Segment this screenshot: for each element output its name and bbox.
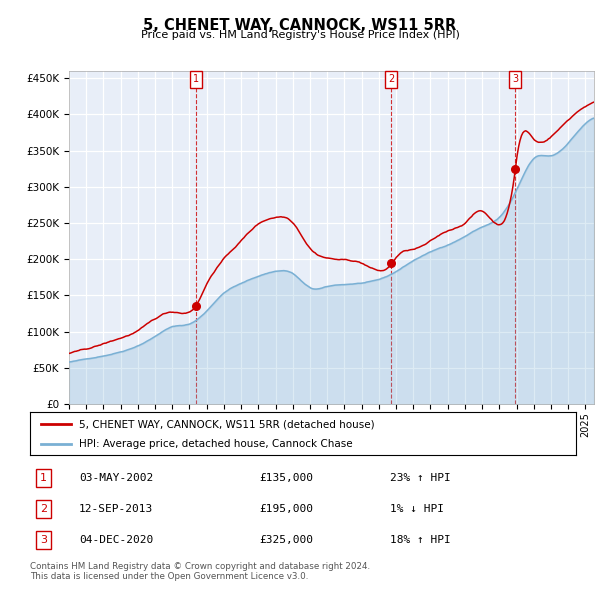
Text: 5, CHENET WAY, CANNOCK, WS11 5RR (detached house): 5, CHENET WAY, CANNOCK, WS11 5RR (detach…: [79, 419, 375, 429]
Text: 2: 2: [40, 504, 47, 514]
Text: 18% ↑ HPI: 18% ↑ HPI: [391, 535, 451, 545]
Text: HPI: Average price, detached house, Cannock Chase: HPI: Average price, detached house, Cann…: [79, 439, 353, 449]
Text: 12-SEP-2013: 12-SEP-2013: [79, 504, 154, 514]
Text: £325,000: £325,000: [259, 535, 313, 545]
Text: Price paid vs. HM Land Registry's House Price Index (HPI): Price paid vs. HM Land Registry's House …: [140, 30, 460, 40]
Text: £135,000: £135,000: [259, 473, 313, 483]
Text: This data is licensed under the Open Government Licence v3.0.: This data is licensed under the Open Gov…: [30, 572, 308, 581]
Text: £195,000: £195,000: [259, 504, 313, 514]
Text: 1: 1: [40, 473, 47, 483]
Text: 2: 2: [388, 74, 394, 84]
Text: 3: 3: [40, 535, 47, 545]
Text: 1% ↓ HPI: 1% ↓ HPI: [391, 504, 445, 514]
Text: 5, CHENET WAY, CANNOCK, WS11 5RR: 5, CHENET WAY, CANNOCK, WS11 5RR: [143, 18, 457, 32]
Text: 1: 1: [193, 74, 199, 84]
Text: 23% ↑ HPI: 23% ↑ HPI: [391, 473, 451, 483]
Text: 03-MAY-2002: 03-MAY-2002: [79, 473, 154, 483]
Text: 3: 3: [512, 74, 518, 84]
Text: 04-DEC-2020: 04-DEC-2020: [79, 535, 154, 545]
Text: Contains HM Land Registry data © Crown copyright and database right 2024.: Contains HM Land Registry data © Crown c…: [30, 562, 370, 571]
